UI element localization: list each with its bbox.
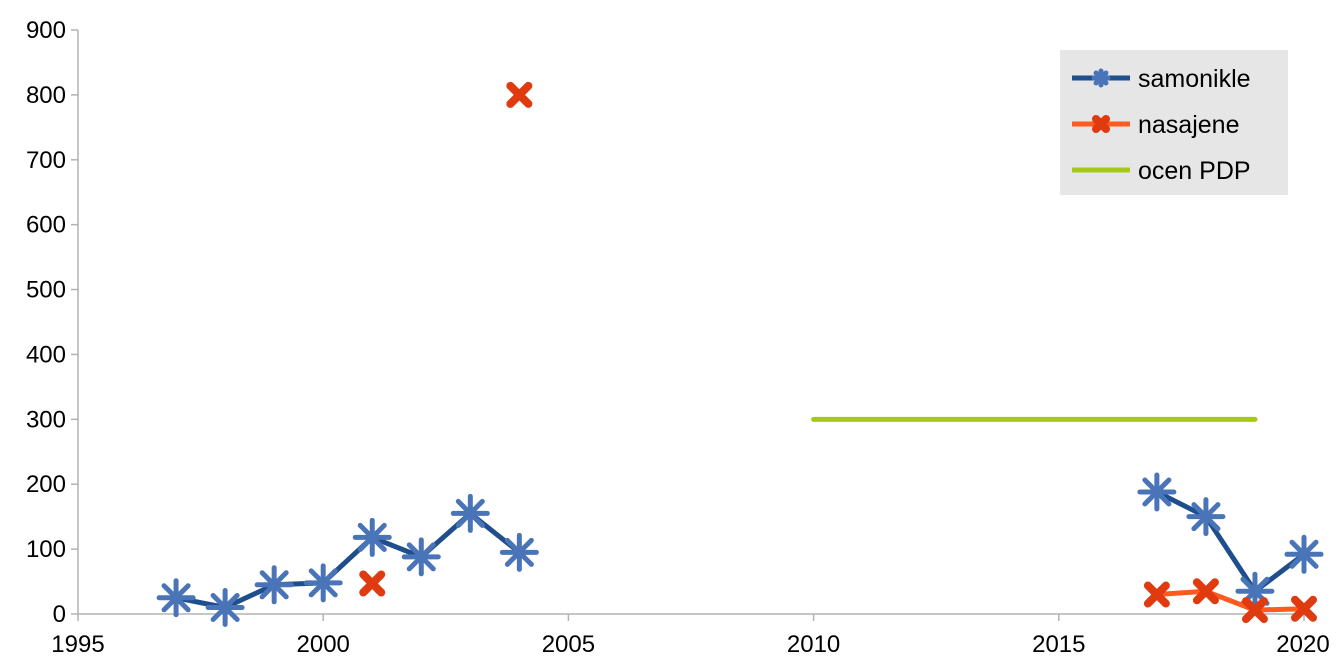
y-tick-label: 600 bbox=[26, 212, 66, 239]
asterisk-stroke bbox=[504, 537, 534, 567]
asterisk-stroke bbox=[161, 583, 191, 613]
asterisk-stroke bbox=[308, 568, 338, 598]
asterisk-stroke bbox=[357, 522, 387, 552]
x-stroke bbox=[1092, 115, 1110, 133]
series-layer bbox=[156, 81, 1324, 628]
series-nasajene bbox=[359, 81, 1317, 624]
y-tick-label: 300 bbox=[26, 406, 66, 433]
y-tick-label: 100 bbox=[26, 536, 66, 563]
asterisk-stroke bbox=[1191, 502, 1221, 532]
y-tick-label: 900 bbox=[26, 17, 66, 44]
x-tick-label: 2005 bbox=[542, 631, 595, 658]
legend: samonikle nasajene ocen PDP bbox=[1060, 50, 1288, 195]
asterisk-stroke bbox=[259, 570, 289, 600]
x-ticks: 1995 2000 2005 2010 2015 2020 bbox=[51, 614, 1330, 658]
data-point-samonikle bbox=[1284, 534, 1324, 574]
series-line-samonikle bbox=[1154, 489, 1307, 594]
legend-label-ocen-pdp: ocen PDP bbox=[1138, 157, 1251, 185]
x-tick-label: 1995 bbox=[51, 631, 104, 658]
legend-label-samonikle: samonikle bbox=[1138, 65, 1251, 93]
y-tick-label: 0 bbox=[53, 601, 66, 628]
data-point-samonikle bbox=[303, 563, 343, 603]
x-stroke bbox=[1143, 581, 1170, 608]
data-point-samonikle bbox=[205, 588, 245, 628]
asterisk-stroke bbox=[210, 592, 240, 623]
y-tick-label: 800 bbox=[26, 82, 66, 109]
asterisk-stroke bbox=[1289, 539, 1319, 569]
data-point-samonikle bbox=[499, 532, 539, 572]
data-point-samonikle bbox=[450, 493, 490, 533]
x-tick-label: 2020 bbox=[1276, 631, 1329, 658]
y-tick-label: 700 bbox=[26, 147, 66, 174]
asterisk-stroke bbox=[1093, 70, 1109, 86]
data-point-samonikle bbox=[156, 578, 196, 618]
data-point-samonikle bbox=[254, 565, 294, 605]
x-stroke bbox=[506, 81, 533, 108]
x-tick-label: 2015 bbox=[1032, 631, 1085, 658]
data-point-samonikle bbox=[1186, 497, 1226, 537]
series-line-nasajene bbox=[1154, 588, 1307, 613]
x-tick-label: 2010 bbox=[787, 631, 840, 658]
x-stroke bbox=[1192, 578, 1219, 605]
asterisk-stroke bbox=[406, 542, 436, 572]
data-point-nasajene bbox=[1192, 578, 1219, 605]
data-point-nasajene bbox=[1241, 597, 1268, 624]
y-tick-label: 200 bbox=[26, 471, 66, 498]
x-stroke bbox=[359, 570, 386, 597]
x-stroke bbox=[1241, 597, 1268, 624]
y-ticks: 0 100 200 300 400 500 600 700 800 900 bbox=[26, 17, 78, 628]
legend-marker-samonikle bbox=[1091, 68, 1111, 88]
data-point-nasajene bbox=[359, 570, 386, 597]
data-point-nasajene bbox=[506, 81, 533, 108]
legend-marker-nasajene bbox=[1092, 115, 1110, 133]
y-tick-label: 400 bbox=[26, 341, 66, 368]
data-point-nasajene bbox=[1291, 595, 1317, 622]
x-tick-label: 2000 bbox=[297, 631, 350, 658]
plot-area: 0 100 200 300 400 500 600 700 800 900 1995 2000 200… bbox=[26, 17, 1330, 658]
data-point-nasajene bbox=[1143, 581, 1170, 608]
asterisk-stroke bbox=[1142, 477, 1172, 507]
legend-label-nasajene: nasajene bbox=[1138, 111, 1239, 139]
data-point-samonikle bbox=[352, 517, 392, 557]
asterisk-stroke bbox=[455, 498, 485, 528]
series-samonikle bbox=[156, 472, 1324, 628]
x-stroke bbox=[1291, 595, 1317, 622]
data-point-samonikle bbox=[1137, 472, 1177, 512]
y-tick-label: 500 bbox=[26, 277, 66, 304]
data-point-samonikle bbox=[401, 537, 441, 577]
